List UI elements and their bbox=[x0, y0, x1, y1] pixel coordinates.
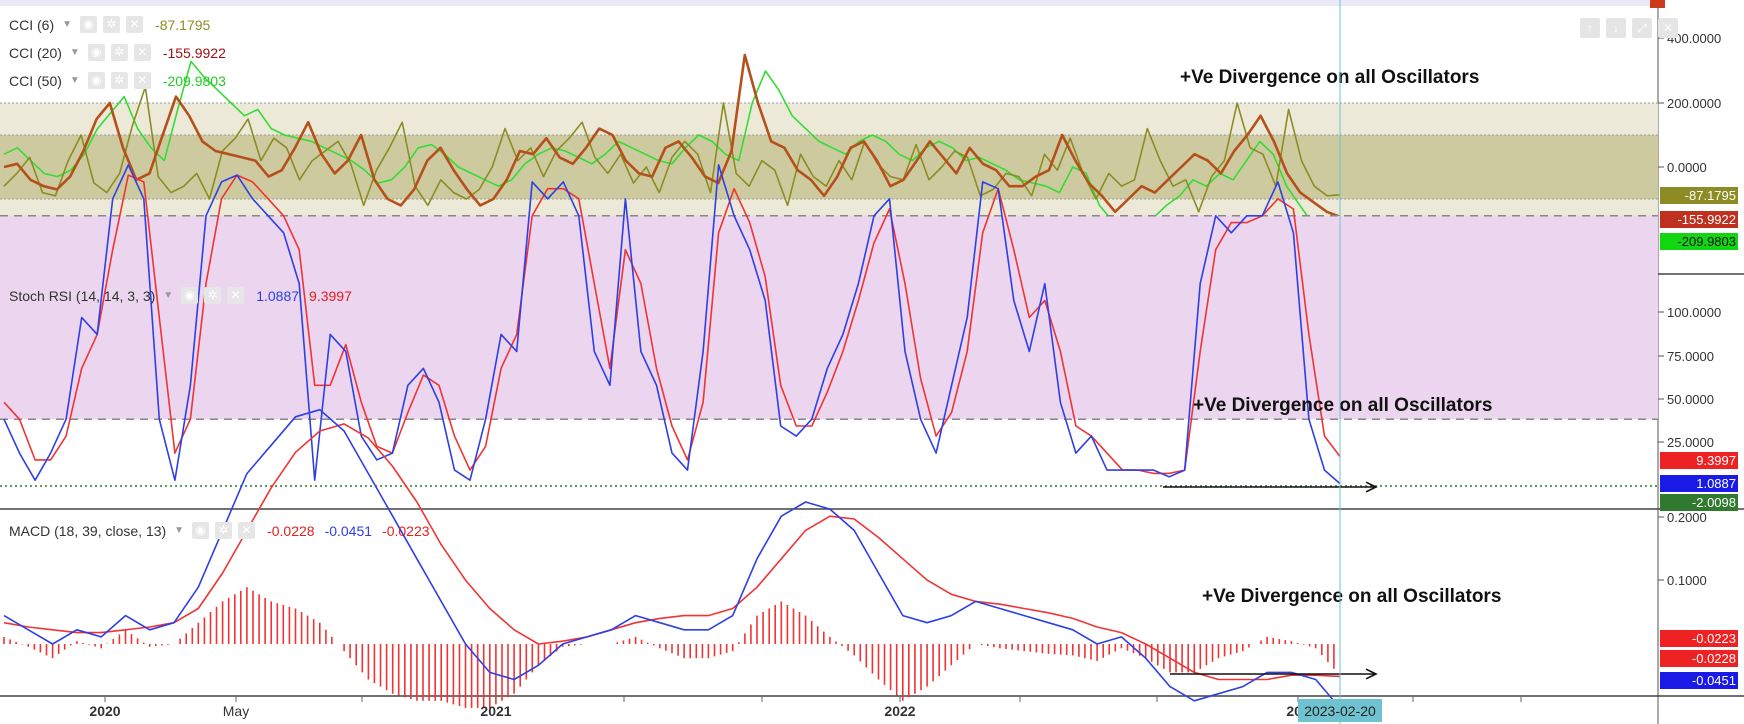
cci-panel: +Ve Divergence on all Oscillators bbox=[0, 53, 1658, 248]
gear-icon[interactable]: ✲ bbox=[110, 44, 128, 61]
cci-6-label: CCI (6) bbox=[9, 16, 55, 33]
cci-20-value: -155.9922 bbox=[162, 44, 226, 61]
close-icon[interactable]: ✕ bbox=[126, 16, 144, 33]
macd-label: MACD (18, 39, close, 13) bbox=[9, 522, 167, 539]
eye-icon[interactable]: ◉ bbox=[80, 16, 98, 33]
cci-20-tag-bg bbox=[1660, 211, 1738, 228]
macd-tick-0.2: 0.2000 bbox=[1667, 510, 1707, 525]
cci-tick-200: 200.0000 bbox=[1667, 96, 1721, 111]
cci-annotation: +Ve Divergence on all Oscillators bbox=[1180, 67, 1479, 88]
cci-6-legend[interactable]: CCI (6) ▼ ◉ ✲ ✕ -87.1795 bbox=[9, 16, 210, 33]
macd-signal-line bbox=[3, 423, 1341, 681]
cci-50-value: -209.9803 bbox=[162, 72, 226, 89]
macd-hist-tag-bg bbox=[1660, 650, 1738, 667]
macd-legend[interactable]: MACD (18, 39, close, 13) ▼ ◉ ✲ ✕ -0.0228 -… bbox=[9, 522, 430, 539]
cci-tick-0: 0.0000 bbox=[1667, 160, 1707, 175]
up-arrow-icon[interactable]: ↑ bbox=[1580, 18, 1600, 38]
macd-panel: +Ve Divergence on all Oscillators bbox=[3, 408, 1501, 709]
stoch-k-value: 1.0887 bbox=[256, 287, 300, 304]
stoch-rsi-label: Stoch RSI (14, 14, 3, 3) bbox=[9, 287, 156, 304]
stoch-tick-50: 50.0000 bbox=[1667, 392, 1714, 407]
cci-6-value: -87.1795 bbox=[155, 16, 211, 33]
stoch-k-line bbox=[3, 164, 1341, 485]
stoch-tick-75: 75.0000 bbox=[1667, 349, 1714, 364]
chevron-down-icon[interactable]: ▼ bbox=[62, 19, 73, 30]
stoch-d-line bbox=[3, 174, 1341, 475]
close-icon[interactable]: ✕ bbox=[133, 44, 151, 61]
chevron-down-icon[interactable]: ▼ bbox=[174, 525, 185, 536]
macd-annotation: +Ve Divergence on all Oscillators bbox=[1202, 586, 1501, 607]
stoch-rsi-legend[interactable]: Stoch RSI (14, 14, 3, 3) ▼ ◉ ✲ ✕ 1.0887 9.… bbox=[9, 287, 352, 304]
macd-hist-value: -0.0228 bbox=[267, 522, 315, 539]
gear-icon[interactable]: ✲ bbox=[103, 16, 121, 33]
macd-line-tag: -0.0451 bbox=[1692, 673, 1736, 688]
pane-controls: ↑ ↓ ⤢ ✕ bbox=[1580, 18, 1680, 38]
time-label-2020: 2020 bbox=[89, 703, 120, 719]
cci-20-label: CCI (20) bbox=[9, 44, 62, 61]
time-label-May: May bbox=[223, 703, 249, 719]
eye-icon[interactable]: ◉ bbox=[87, 44, 105, 61]
cci-6-tag-bg bbox=[1660, 187, 1738, 204]
crosshair-date-label: 2023-02-20 bbox=[1304, 703, 1376, 719]
macd-signal-tag: -0.0223 bbox=[1692, 631, 1736, 646]
eye-icon[interactable]: ◉ bbox=[87, 72, 105, 89]
time-axis: 2020May202120222022023-02-20 bbox=[89, 0, 1522, 724]
macd-signal-value: -0.0223 bbox=[382, 522, 430, 539]
time-label-2021: 2021 bbox=[480, 703, 511, 719]
stoch-annotation: +Ve Divergence on all Oscillators bbox=[1193, 395, 1492, 416]
price-axis: 400.0000 200.0000 0.0000 -87.1795 -155.9922 -… bbox=[1658, 31, 1738, 689]
cci-50-tag-bg bbox=[1660, 233, 1738, 250]
close-icon[interactable]: ✕ bbox=[227, 287, 245, 304]
macd-line bbox=[3, 408, 1341, 709]
cci-tick-400: 400.0000 bbox=[1667, 31, 1721, 46]
cci-50-legend[interactable]: CCI (50) ▼ ◉ ✲ ✕ -209.9803 bbox=[9, 72, 226, 89]
close-icon[interactable]: ✕ bbox=[133, 72, 151, 89]
maximize-icon[interactable]: ⤢ bbox=[1632, 18, 1652, 38]
macd-signal-tag-bg bbox=[1660, 630, 1738, 647]
macd-line-value: -0.0451 bbox=[324, 522, 373, 539]
stoch-tick-100: 100.0000 bbox=[1667, 305, 1721, 320]
stoch-d-tag: 9.3997 bbox=[1696, 453, 1736, 468]
chevron-down-icon[interactable]: ▼ bbox=[163, 290, 174, 301]
crosshair-date-badge bbox=[1298, 699, 1382, 722]
stoch-zero-tag-bg bbox=[1660, 494, 1738, 511]
chevron-down-icon[interactable]: ▼ bbox=[69, 75, 80, 86]
macd-hist-tag: -0.0228 bbox=[1692, 651, 1736, 666]
cci-20-tag: -155.9922 bbox=[1677, 212, 1736, 227]
close-icon[interactable]: ✕ bbox=[1658, 18, 1678, 38]
time-label-2022: 2022 bbox=[884, 703, 915, 719]
cci-6-tag: -87.1795 bbox=[1685, 188, 1736, 203]
stoch-k-tag-bg bbox=[1660, 475, 1738, 492]
gear-icon[interactable]: ✲ bbox=[204, 287, 222, 304]
macd-tick-0.1: 0.1000 bbox=[1667, 573, 1707, 588]
macd-divergence-arrow-head bbox=[1365, 668, 1378, 680]
cci-20-line bbox=[3, 53, 1341, 219]
stoch-k-tag: 1.0887 bbox=[1696, 476, 1736, 491]
gear-icon[interactable]: ✲ bbox=[215, 522, 233, 539]
stoch-divergence-arrow-head bbox=[1365, 481, 1378, 493]
cci-50-tag: -209.9803 bbox=[1677, 234, 1736, 249]
cci-50-label: CCI (50) bbox=[9, 72, 62, 89]
stoch-d-tag-bg bbox=[1660, 452, 1738, 469]
stoch-zero-tag: -2.0098 bbox=[1692, 495, 1736, 510]
eye-icon[interactable]: ◉ bbox=[192, 522, 210, 539]
macd-line-tag-bg bbox=[1660, 672, 1738, 689]
gear-icon[interactable]: ✲ bbox=[110, 72, 128, 89]
chevron-down-icon[interactable]: ▼ bbox=[69, 47, 80, 58]
stoch-d-value: 9.3997 bbox=[309, 287, 352, 304]
close-icon[interactable]: ✕ bbox=[238, 522, 256, 539]
stoch-band bbox=[0, 215, 1658, 420]
stoch-rsi-panel: +Ve Divergence on all Oscillators bbox=[0, 164, 1658, 493]
cci-6-line bbox=[3, 86, 1341, 213]
down-arrow-icon[interactable]: ↓ bbox=[1606, 18, 1626, 38]
eye-icon[interactable]: ◉ bbox=[181, 287, 199, 304]
stoch-tick-25: 25.0000 bbox=[1667, 435, 1714, 450]
cci-20-legend[interactable]: CCI (20) ▼ ◉ ✲ ✕ -155.9922 bbox=[9, 44, 226, 61]
